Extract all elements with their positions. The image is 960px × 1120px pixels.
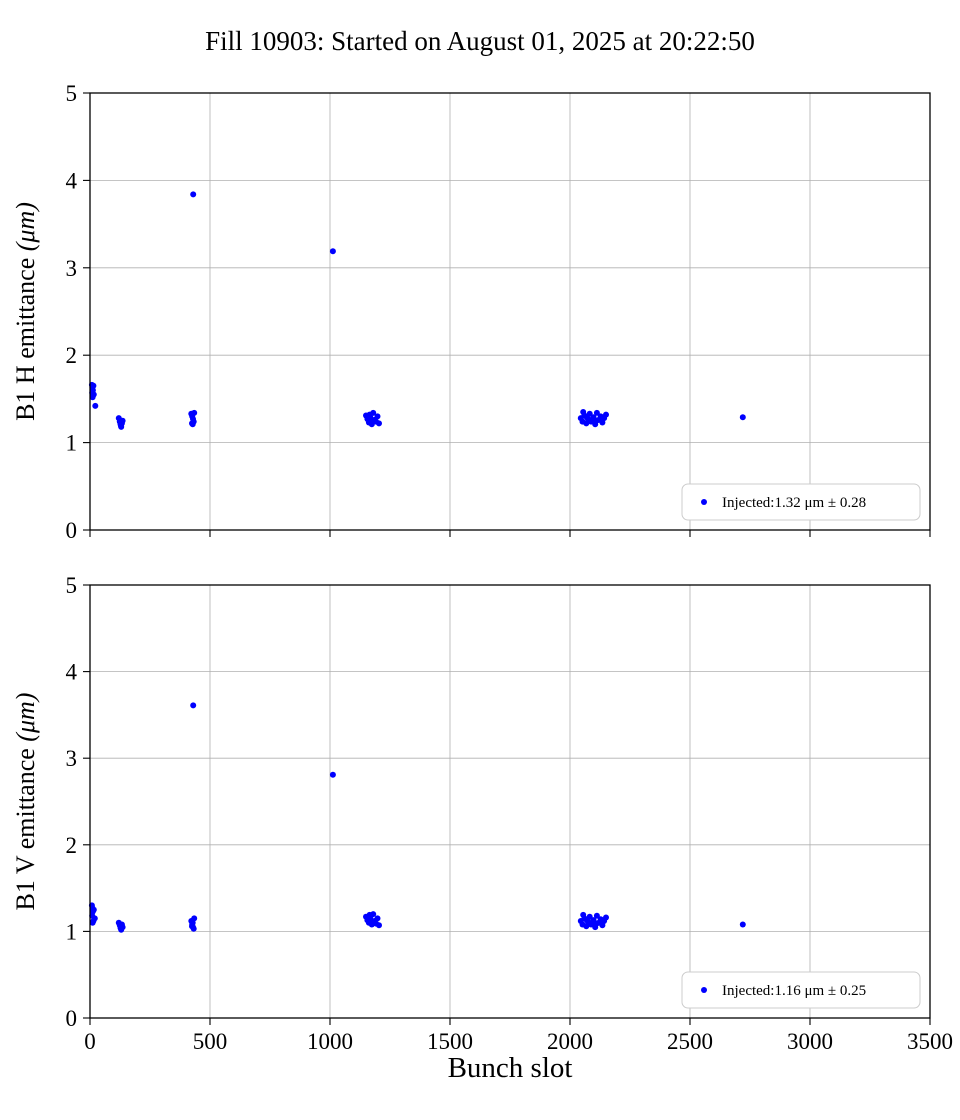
legend-label: Injected:1.16 μm ± 0.25 — [722, 983, 866, 999]
figure-title: Fill 10903: Started on August 01, 2025 a… — [205, 26, 755, 56]
data-point — [593, 912, 600, 919]
data-point — [189, 923, 195, 930]
axes-frame — [89, 92, 931, 531]
x-tick-label: 3000 — [787, 1029, 833, 1054]
data-point — [588, 418, 595, 425]
data-point — [90, 382, 97, 389]
data-point — [739, 921, 746, 928]
data-point — [191, 915, 198, 922]
y-tick-label: 1 — [66, 919, 78, 944]
y-tick-label: 4 — [66, 660, 78, 685]
legend-label: Injected:1.32 μm ± 0.28 — [722, 495, 866, 511]
y-tick-label: 3 — [66, 256, 78, 281]
y-tick-label: 1 — [66, 431, 78, 456]
data-point — [376, 922, 382, 929]
data-point — [366, 411, 373, 418]
x-tick-label: 2500 — [667, 1029, 713, 1054]
data-point — [329, 771, 336, 778]
data-point — [580, 409, 587, 415]
y-tick-label: 5 — [66, 573, 78, 598]
y-tick-label: 5 — [66, 81, 78, 106]
b1v-emittance-plot: 0 500 1000 1500 2000 2500 3000 3500 0 1 2 3 4 5 B1 V e… — [11, 573, 953, 1054]
y-tick-label: 2 — [66, 833, 78, 858]
data-point — [92, 402, 99, 409]
y-tick-label: 0 — [66, 518, 78, 543]
data-point — [329, 248, 336, 255]
data-point — [189, 420, 195, 427]
data-point — [90, 391, 97, 398]
data-point — [190, 702, 197, 709]
axes-frame — [89, 584, 931, 1019]
data-point — [588, 921, 595, 928]
y-axis-label: B1 H emittance (μm) — [11, 202, 40, 421]
data-point — [580, 911, 587, 918]
x-tick-label: 3500 — [907, 1029, 953, 1054]
data-point — [593, 409, 600, 416]
legend-marker — [701, 499, 707, 505]
legend-box — [681, 483, 921, 521]
legend-box — [681, 971, 921, 1009]
b1h-emittance-plot: 0 1 2 3 4 5 B1 H emittance (μm) Injected:1.32 μ… — [11, 81, 931, 543]
data-point — [366, 911, 373, 918]
data-point — [374, 413, 381, 420]
y-axis-label: B1 V emittance (μm) — [11, 693, 40, 911]
data-point — [367, 417, 374, 424]
data-point — [190, 191, 197, 198]
data-point — [376, 420, 382, 427]
legend-marker — [701, 987, 707, 993]
data-point — [90, 906, 97, 913]
data-point — [119, 417, 126, 424]
x-tick-label: 1500 — [427, 1029, 473, 1054]
data-point — [593, 417, 600, 424]
data-point — [603, 914, 609, 921]
x-tick-label: 1000 — [307, 1029, 353, 1054]
y-tick-label: 4 — [66, 168, 78, 193]
data-point — [191, 409, 198, 416]
y-tick-label: 3 — [66, 746, 78, 771]
data-point — [118, 423, 124, 429]
data-point — [593, 920, 600, 927]
data-point — [583, 917, 590, 924]
data-point — [118, 923, 124, 930]
data-point — [91, 915, 98, 922]
data-point — [739, 414, 746, 421]
data-point — [367, 917, 374, 924]
y-tick-label: 0 — [66, 1006, 78, 1031]
data-point — [374, 915, 381, 922]
x-tick-label: 500 — [193, 1029, 228, 1054]
x-tick-label: 0 — [84, 1029, 96, 1054]
x-tick-label: 2000 — [547, 1029, 593, 1054]
data-point — [603, 411, 609, 418]
x-axis-label: Bunch slot — [447, 1052, 573, 1084]
y-tick-label: 2 — [66, 343, 78, 368]
data-point — [583, 414, 590, 421]
